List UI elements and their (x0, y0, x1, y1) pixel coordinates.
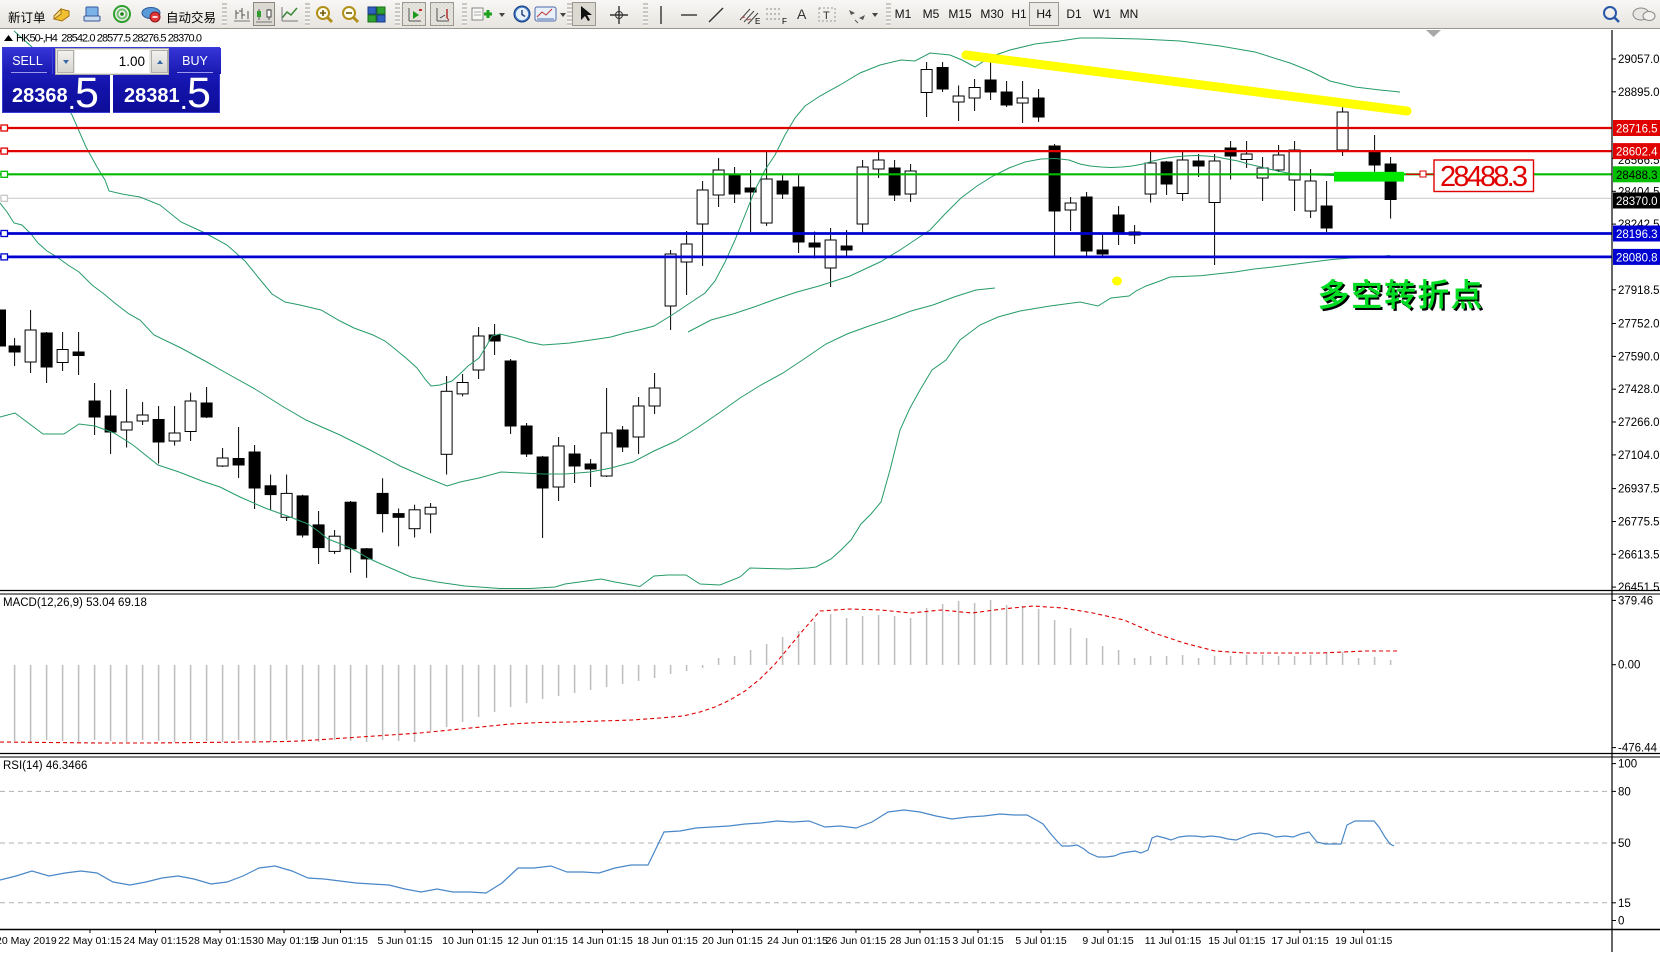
svg-text:26 Jun 01:15: 26 Jun 01:15 (826, 935, 887, 947)
svg-text:28602.4: 28602.4 (1616, 147, 1658, 159)
svg-text:29057.0: 29057.0 (1618, 54, 1660, 66)
svg-text:26775.5: 26775.5 (1618, 517, 1660, 529)
svg-text:12 Jun 01:15: 12 Jun 01:15 (507, 935, 568, 947)
svg-text:RSI(14) 46.3466: RSI(14) 46.3466 (3, 760, 87, 772)
svg-text:E: E (755, 17, 760, 26)
svg-text:20 May 2019: 20 May 2019 (0, 935, 57, 947)
svg-text:27266.0: 27266.0 (1618, 417, 1660, 429)
svg-text:19 Jul 01:15: 19 Jul 01:15 (1335, 935, 1392, 947)
svg-text:28895.0: 28895.0 (1618, 87, 1660, 99)
svg-text:5 Jun 01:15: 5 Jun 01:15 (378, 935, 433, 947)
svg-text:T: T (823, 10, 830, 22)
svg-text:0.00: 0.00 (1618, 660, 1640, 672)
svg-text:27918.5: 27918.5 (1618, 285, 1660, 297)
svg-text:14 Jun 01:15: 14 Jun 01:15 (572, 935, 633, 947)
svg-text:28080.8: 28080.8 (1616, 252, 1658, 264)
svg-text:27428.0: 27428.0 (1618, 384, 1660, 396)
svg-text:10 Jun 01:15: 10 Jun 01:15 (442, 935, 503, 947)
svg-text:27590.0: 27590.0 (1618, 351, 1660, 363)
svg-text:28 May 01:15: 28 May 01:15 (188, 935, 252, 947)
svg-text:27104.0: 27104.0 (1618, 450, 1660, 462)
svg-text:28488.3: 28488.3 (1616, 170, 1658, 182)
svg-text:0: 0 (1618, 916, 1624, 928)
svg-text:11 Jul 01:15: 11 Jul 01:15 (1145, 935, 1202, 947)
svg-text:379.46: 379.46 (1618, 595, 1653, 607)
svg-text:26937.5: 26937.5 (1618, 484, 1660, 496)
svg-text:20 Jun 01:15: 20 Jun 01:15 (702, 935, 763, 947)
svg-text:22 May 01:15: 22 May 01:15 (58, 935, 122, 947)
svg-text:3 Jul 01:15: 3 Jul 01:15 (952, 935, 1004, 947)
svg-text:多空转折点: 多空转折点 (1320, 280, 1484, 315)
svg-text:-476.44: -476.44 (1618, 743, 1658, 755)
svg-text:28488.3: 28488.3 (1440, 161, 1528, 193)
svg-text:100: 100 (1618, 759, 1637, 771)
svg-text:50: 50 (1618, 838, 1631, 850)
svg-text:15 Jul 01:15: 15 Jul 01:15 (1208, 935, 1265, 947)
svg-text:24 May 01:15: 24 May 01:15 (124, 935, 188, 947)
svg-text:HK50-,H4 28542.0 28577.5 2827: HK50-,H4 28542.0 28577.5 28276.5 28370.0 (16, 33, 202, 45)
svg-text:28 Jun 01:15: 28 Jun 01:15 (890, 935, 951, 947)
svg-text:28716.5: 28716.5 (1616, 124, 1658, 136)
svg-text:27752.0: 27752.0 (1618, 319, 1660, 331)
svg-text:80: 80 (1618, 786, 1631, 798)
svg-text:28370.0: 28370.0 (1616, 196, 1658, 208)
svg-text:多空转折点: 多空转折点 (1318, 278, 1482, 313)
svg-text:MACD(12,26,9) 53.04 69.18: MACD(12,26,9) 53.04 69.18 (3, 597, 147, 609)
svg-text:9 Jul 01:15: 9 Jul 01:15 (1082, 935, 1134, 947)
svg-text:3 Jun 01:15: 3 Jun 01:15 (313, 935, 368, 947)
svg-text:17 Jul 01:15: 17 Jul 01:15 (1271, 935, 1328, 947)
svg-text:5 Jul 01:15: 5 Jul 01:15 (1015, 935, 1067, 947)
svg-text:30 May 01:15: 30 May 01:15 (252, 935, 316, 947)
svg-text:18 Jun 01:15: 18 Jun 01:15 (637, 935, 698, 947)
svg-text:15: 15 (1618, 898, 1631, 910)
svg-text:26451.5: 26451.5 (1618, 582, 1660, 594)
svg-text:28196.3: 28196.3 (1616, 229, 1658, 241)
svg-text:F: F (782, 17, 787, 26)
svg-text:26613.5: 26613.5 (1618, 549, 1660, 561)
svg-text:24 Jun 01:15: 24 Jun 01:15 (767, 935, 828, 947)
